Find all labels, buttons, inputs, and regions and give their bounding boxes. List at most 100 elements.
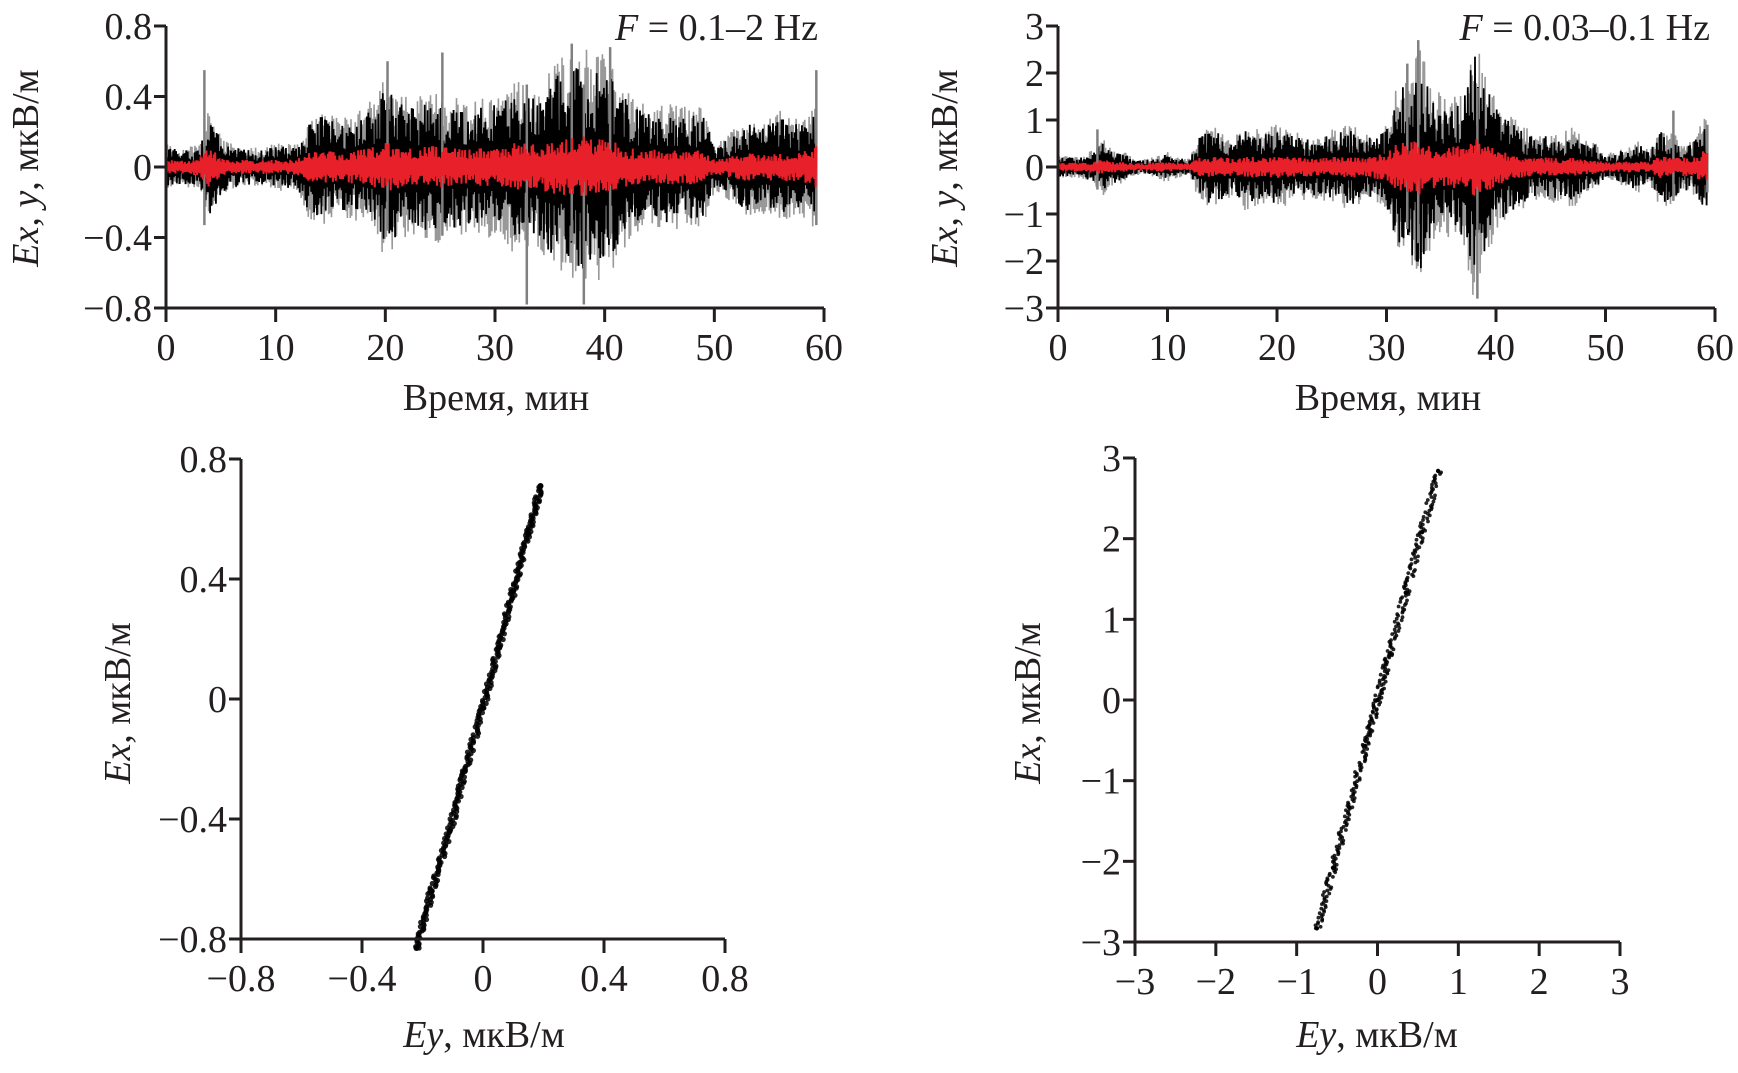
scatter-point <box>1400 615 1405 620</box>
y-tick-label: 0 <box>1102 680 1121 722</box>
x-tick-label: 0 <box>474 958 493 1000</box>
scatter-point <box>470 732 476 738</box>
y-tick-label: 0.8 <box>105 6 153 48</box>
scatter-anchor-point <box>1387 651 1392 657</box>
y-axis-label: Ex, y, мкВ/м <box>924 69 966 267</box>
scatter-point <box>1346 800 1350 805</box>
scatter-anchor-point <box>510 588 517 594</box>
scatter-point <box>1352 790 1357 794</box>
scatter-point <box>1342 814 1347 819</box>
scatter-point <box>512 592 518 598</box>
x-tick-label: 60 <box>1696 327 1734 369</box>
y-tick-label: −3 <box>1004 288 1044 330</box>
scatter-point <box>1325 876 1330 881</box>
scatter-point <box>1332 853 1337 858</box>
scatter-point <box>1416 554 1420 559</box>
x-tick-label: 0.4 <box>580 958 628 1000</box>
scatter-point <box>1433 493 1437 498</box>
scatter-point <box>1413 568 1417 572</box>
scatter-point <box>1394 624 1398 629</box>
axes: 0 10 20 30 40 50 60 −0.8 −0.4 0 0.4 0.8 <box>83 6 843 369</box>
scatter-point <box>1341 825 1346 829</box>
scatter-anchor-point <box>428 888 435 894</box>
y-tick-label: −1 <box>1004 194 1044 236</box>
scatter-anchor-point <box>1375 697 1380 703</box>
scatter-point <box>1394 616 1399 621</box>
scatter-anchor-point <box>446 828 453 834</box>
frequency-annotation: F = 0.03–0.1 Hz <box>1459 7 1710 49</box>
y-tick-label: −2 <box>1004 241 1044 283</box>
y-axis-label-var: Ex <box>97 744 139 785</box>
series-red-trace <box>165 136 818 196</box>
scatter-point <box>1400 606 1405 610</box>
scatter-point <box>1430 482 1434 487</box>
scatter-point <box>1357 776 1362 781</box>
scatter-point <box>1353 770 1357 774</box>
y-tick-label: −0.4 <box>158 799 227 841</box>
scatter-point <box>1418 534 1423 539</box>
traces <box>413 483 544 951</box>
scatter-point <box>1376 684 1380 689</box>
x-tick-label: −1 <box>1276 961 1316 1003</box>
scatter-anchor-point <box>461 768 468 774</box>
scatter-point <box>1321 893 1325 897</box>
frequency-annotation: F = 0.1–2 Hz <box>614 7 818 49</box>
scatter-point <box>1385 649 1390 653</box>
scatter-point <box>1433 473 1438 478</box>
x-tick-label: 40 <box>1477 327 1515 369</box>
axes: −0.8 −0.4 0 0.4 0.8 −0.8 −0.4 0 0.4 0.8 <box>158 439 749 1000</box>
series-black-trace <box>165 68 818 269</box>
scatter-point <box>1381 663 1385 668</box>
scatter-point <box>425 895 431 901</box>
scatter-point <box>1368 714 1373 718</box>
scatter-point <box>1351 787 1356 791</box>
scatter-point <box>1386 668 1391 672</box>
y-axis-label: Ex, y, мкВ/м <box>5 69 47 267</box>
scatter-point <box>1352 796 1357 800</box>
scatter-point <box>1421 515 1426 519</box>
scatter-point <box>1423 510 1428 515</box>
scatter-point <box>1357 760 1362 765</box>
scatter-point <box>528 512 534 518</box>
x-tick-label: 20 <box>1258 327 1296 369</box>
scatter-point <box>1321 900 1326 905</box>
scatter-point <box>1420 539 1425 544</box>
scatter-point <box>461 778 467 785</box>
scatter-point <box>1327 891 1332 896</box>
y-tick-label: 0 <box>208 679 227 721</box>
x-tick-label: 30 <box>476 327 514 369</box>
y-axis-label-unit: , мкВ/м <box>924 69 966 190</box>
scatter-point <box>1392 619 1397 624</box>
scatter-point <box>1406 571 1411 575</box>
scatter-point <box>1394 633 1399 638</box>
scatter-point <box>1325 888 1330 893</box>
scatter-anchor-point <box>1435 468 1441 474</box>
y-tick-label: −0.8 <box>158 919 227 961</box>
scatter-point <box>1382 674 1386 678</box>
scatter-point <box>1337 846 1342 850</box>
scatter-point <box>1382 686 1386 691</box>
x-tick-label: 10 <box>1149 327 1187 369</box>
scatter-point <box>1320 917 1325 922</box>
y-tick-label: 0.4 <box>105 77 153 119</box>
y-axis-label: Ex, мкВ/м <box>1007 622 1049 785</box>
x-tick-label: 30 <box>1368 327 1406 369</box>
scatter-point <box>1396 621 1400 626</box>
scatter-point <box>1316 915 1321 920</box>
x-tick-label: −0.8 <box>207 958 276 1000</box>
scatter-point <box>1425 498 1430 502</box>
x-tick-label: 0 <box>1049 327 1068 369</box>
scatter-point <box>1331 875 1335 879</box>
scatter-point <box>464 749 471 755</box>
scatter-point <box>1392 627 1397 632</box>
x-tick-label: 2 <box>1530 961 1549 1003</box>
scatter-point <box>1405 575 1410 580</box>
y-tick-label: 0.4 <box>180 559 228 601</box>
traces <box>1313 468 1443 931</box>
scatter-point <box>1371 701 1376 706</box>
scatter-point <box>1350 805 1355 810</box>
scatter-point <box>1383 656 1388 661</box>
scatter-point <box>1410 572 1414 577</box>
series-black-trace <box>1057 56 1709 269</box>
